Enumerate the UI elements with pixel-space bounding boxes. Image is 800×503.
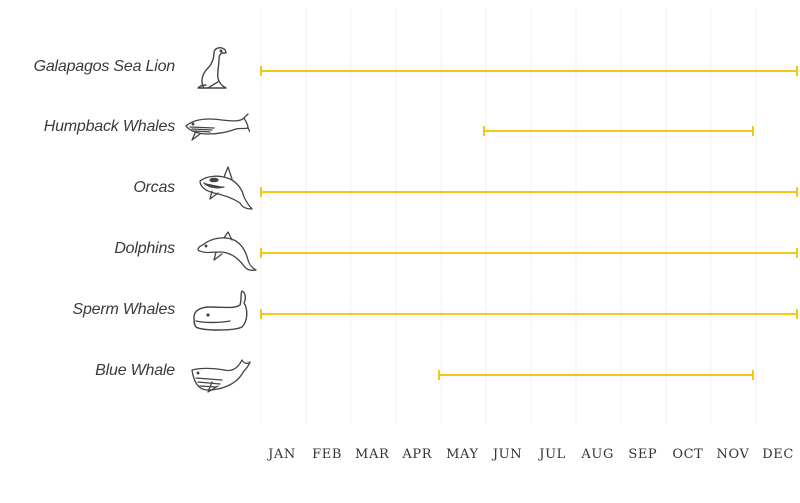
range-bar [260,309,798,319]
x-axis: JAN FEB MAR APR MAY JUN JUL AUG SEP OCT NOV DEC [266,447,794,462]
x-tick-label: FEB [312,447,342,462]
sea-lion-icon [184,44,250,90]
sperm-whale-icon [190,287,256,333]
x-tick-label: JUL [537,447,566,462]
y-tick-label: Sperm Whales [72,301,175,318]
x-tick-label: APR [401,447,432,462]
y-tick-label: Dolphins [114,240,175,257]
range-bar [260,187,798,197]
y-tick-label: Galapagos Sea Lion [33,58,176,75]
x-tick-label: MAR [355,447,390,462]
y-tick-label: Orcas [133,179,175,196]
x-tick-label: SEP [628,447,657,462]
grid [260,8,757,425]
range-bar [483,126,754,136]
y-tick-label: Humpback Whales [43,118,175,135]
range-bar [438,370,754,380]
x-tick-label: DEC [762,447,794,462]
x-tick-label: NOV [717,447,750,462]
y-tick-label: Blue Whale [95,362,175,379]
x-tick-label: JAN [266,447,296,462]
range-bar [260,248,798,258]
dolphin-icon [194,226,260,272]
range-bar [260,66,798,76]
x-tick-label: AUG [580,447,614,462]
blue-whale-icon [186,348,252,394]
x-tick-label: JUN [491,447,522,462]
x-tick-label: MAY [446,447,479,462]
humpback-whale-icon [184,104,251,150]
range-bars [260,66,798,380]
orca-icon [194,165,260,211]
x-tick-label: OCT [672,447,703,462]
